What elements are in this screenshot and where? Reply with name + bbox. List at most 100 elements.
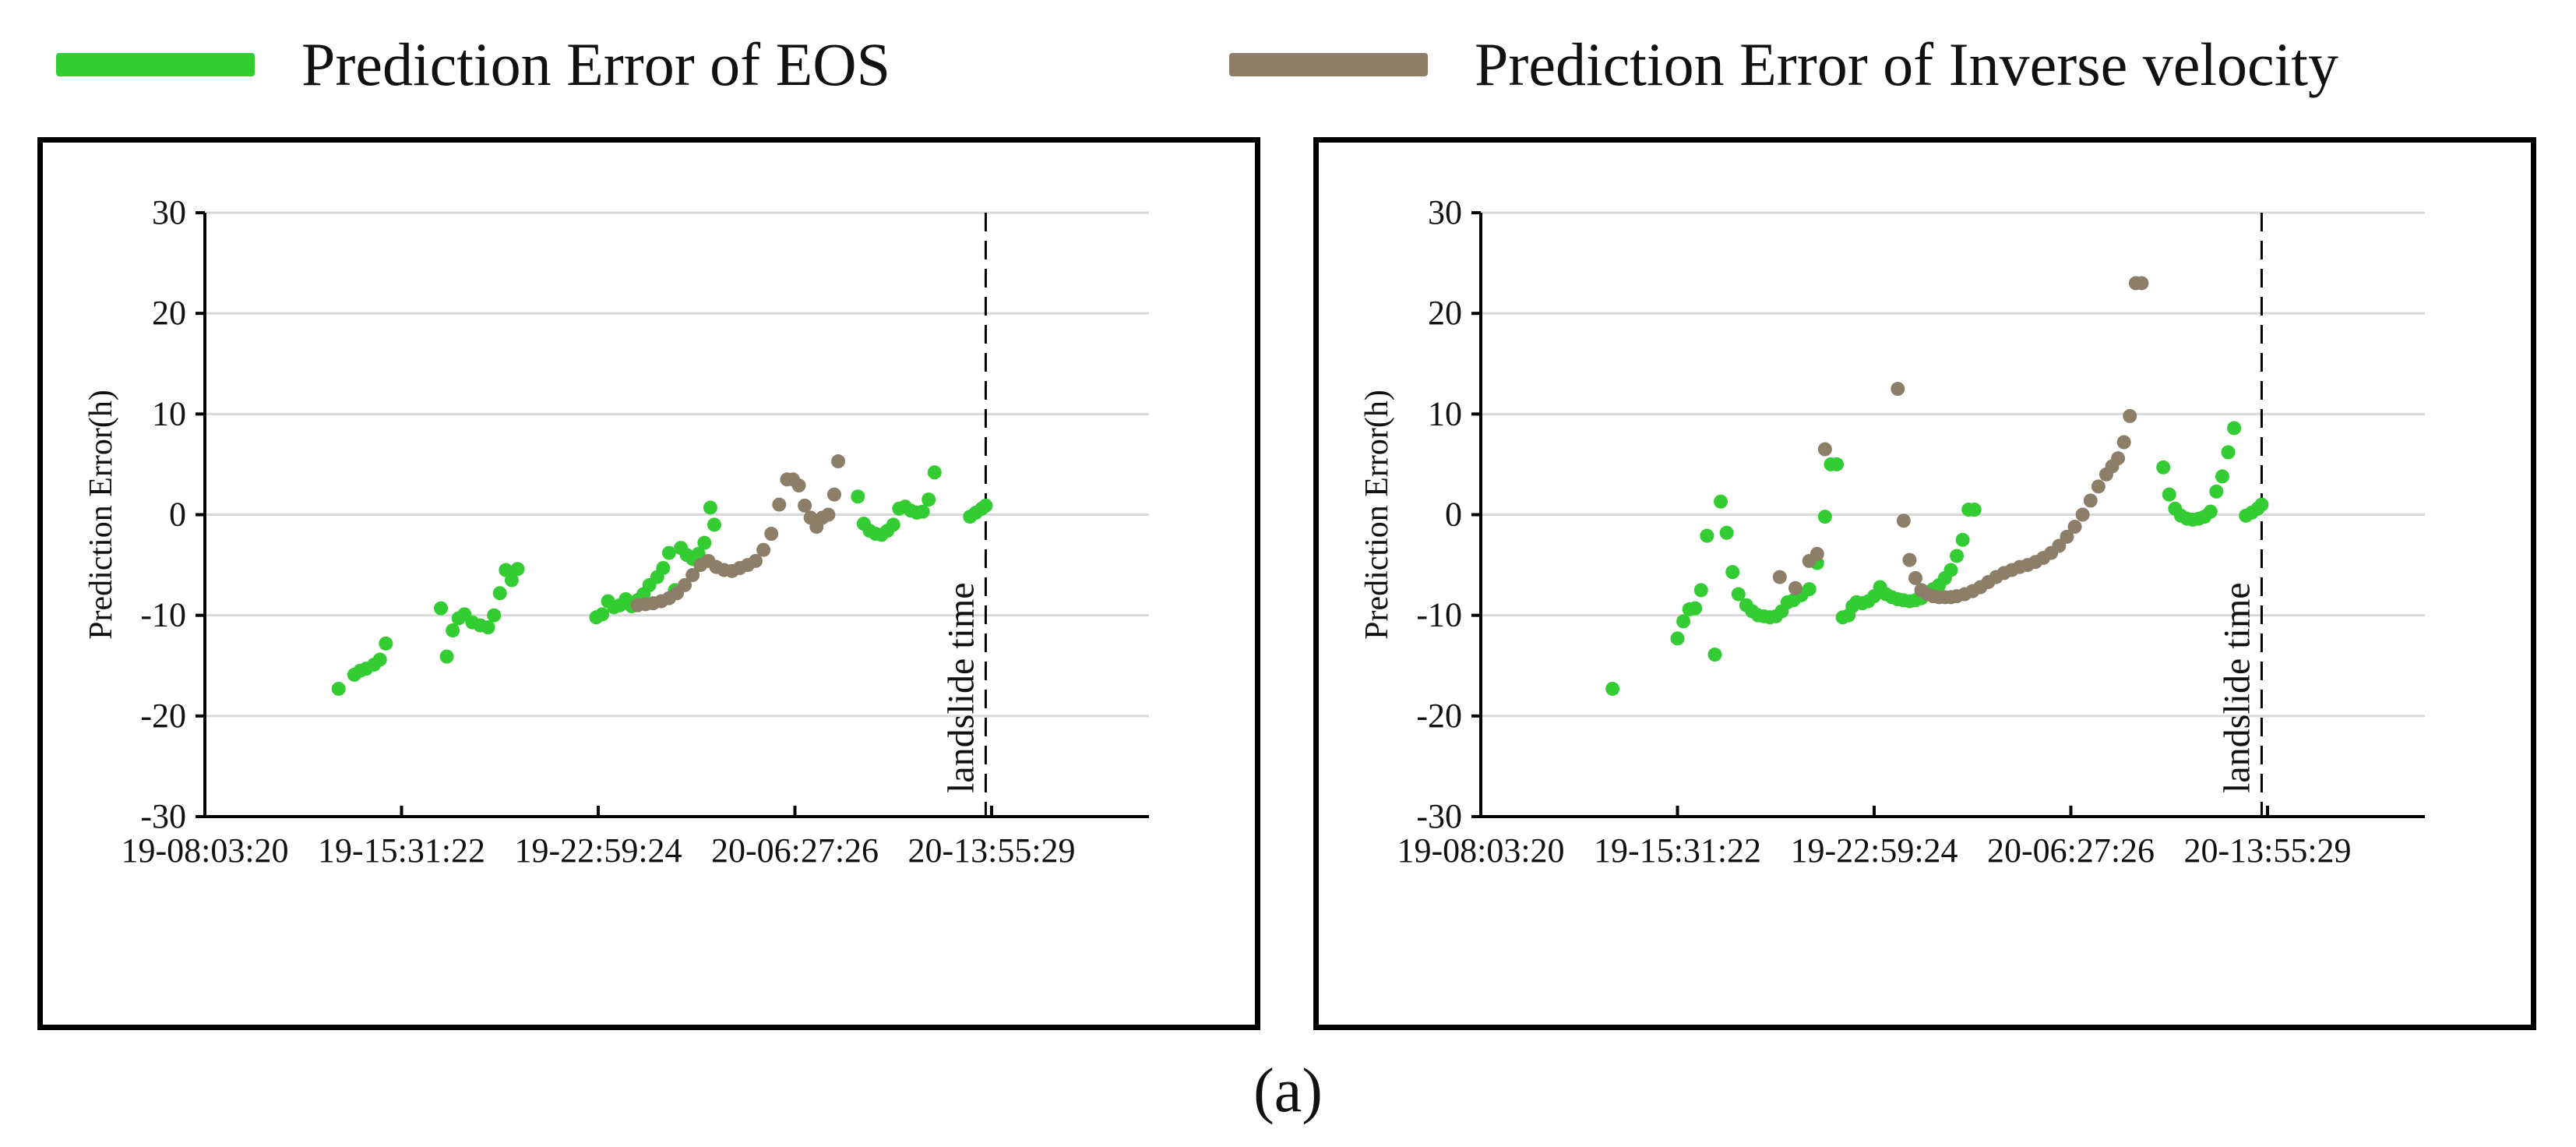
eos-point (1700, 528, 1714, 543)
eos-point (851, 489, 865, 504)
inverse-velocity-point (749, 553, 763, 568)
x-tick-label: 20-13:55:29 (2183, 831, 2351, 870)
eos-point (439, 649, 454, 664)
legend-label-inverse-velocity: Prediction Error of Inverse velocity (1475, 30, 2338, 98)
legend-swatch-eos (56, 53, 255, 76)
inverse-velocity-point (1788, 581, 1802, 595)
eos-point (922, 492, 936, 507)
y-tick-label: 20 (152, 294, 186, 332)
y-tick-label: -20 (1416, 697, 1462, 735)
eos-point (372, 652, 387, 667)
inverse-velocity-point (678, 577, 692, 592)
eos-point (707, 517, 721, 532)
inverse-velocity-point (1902, 552, 1917, 567)
series-inverse-velocity (1772, 276, 2149, 605)
eos-point (510, 562, 525, 577)
y-tick-label: 30 (152, 193, 186, 231)
eos-point (1817, 510, 1832, 524)
inverse-velocity-point (798, 498, 812, 513)
x-tick-label: 19-15:31:22 (318, 831, 485, 870)
eos-point (978, 498, 993, 513)
x-tick-label: 19-15:31:22 (1594, 831, 1761, 870)
eos-point (2227, 421, 2242, 436)
eos-point (595, 607, 610, 622)
inverse-velocity-point (1772, 570, 1787, 584)
chart-right: -30 -20 -10 0 10 20 30 19-08:03:20 19-15:31:22 19… (1359, 193, 2425, 870)
inverse-velocity-point (821, 507, 836, 522)
eos-point (1725, 565, 1740, 580)
inverse-velocity-point (2083, 493, 2098, 508)
inverse-velocity-point (2091, 479, 2106, 494)
eos-point (1802, 582, 1817, 597)
figure-caption: (a) (1253, 1057, 1323, 1125)
y-axis-label: Prediction Error(h) (83, 390, 119, 640)
series-eos (331, 465, 993, 696)
eos-point (656, 560, 671, 575)
y-tick-label: 20 (1428, 294, 1462, 332)
eos-point (1955, 532, 1970, 547)
legend: Prediction Error of EOS Prediction Error… (0, 14, 2576, 115)
y-tick-label: 30 (1428, 193, 1462, 231)
eos-point (446, 623, 460, 638)
landslide-time-label: landslide time (2216, 582, 2257, 793)
eos-point (886, 517, 900, 532)
y-tick-label: -20 (140, 697, 186, 735)
chart-left: -30 -20 -10 0 10 20 30 19-08:03:20 19-15:31:22 19… (83, 193, 1149, 870)
y-tick-label: -30 (140, 797, 186, 835)
y-tick-label: -30 (1416, 797, 1462, 835)
eos-point (1830, 457, 1845, 471)
eos-point (2162, 487, 2176, 502)
eos-point (915, 504, 930, 519)
chart-panel-left: -30 -20 -10 0 10 20 30 19-08:03:20 19-15:31:22 19… (37, 137, 1260, 1030)
eos-point (1707, 648, 1722, 662)
legend-item-inverse-velocity: Prediction Error of Inverse velocity (1229, 14, 2338, 115)
inverse-velocity-point (1908, 570, 1923, 585)
inverse-velocity-point (685, 568, 700, 582)
eos-point (697, 535, 712, 550)
y-tick-label: -10 (140, 596, 186, 634)
eos-point (331, 681, 346, 696)
eos-point (1688, 601, 1703, 616)
x-tick-label: 19-08:03:20 (121, 831, 288, 870)
eos-point (1714, 494, 1728, 509)
inverse-velocity-point (2123, 408, 2137, 423)
inverse-velocity-point (791, 478, 806, 493)
eos-point (481, 620, 495, 635)
eos-point (434, 601, 448, 616)
eos-point (1605, 681, 1620, 696)
inverse-velocity-point (1891, 382, 1905, 397)
eos-point (2221, 445, 2236, 460)
y-axis-label: Prediction Error(h) (1359, 390, 1395, 640)
inverse-velocity-point (2067, 520, 2082, 534)
inverse-velocity-point (2060, 529, 2074, 544)
y-tick-label: 0 (169, 496, 186, 534)
eos-point (1967, 503, 1982, 517)
x-tick-label: 19-22:59:24 (1790, 831, 1958, 870)
landslide-time-label: landslide time (940, 582, 981, 793)
x-tick-label: 19-08:03:20 (1397, 831, 1564, 870)
inverse-velocity-point (2052, 538, 2067, 553)
eos-point (1719, 525, 1734, 540)
eos-point (379, 636, 393, 651)
legend-label-eos: Prediction Error of EOS (301, 30, 891, 98)
inverse-velocity-point (1810, 546, 1824, 561)
inverse-velocity-point (764, 527, 779, 542)
inverse-velocity-point (2134, 276, 2149, 291)
eos-point (1670, 631, 1685, 646)
inverse-velocity-point (831, 454, 846, 469)
eos-point (1950, 549, 1965, 563)
eos-point (1693, 583, 1708, 598)
inverse-velocity-point (2116, 435, 2131, 450)
eos-point (2215, 469, 2229, 484)
eos-point (2156, 460, 2171, 475)
x-tick-label: 19-22:59:24 (514, 831, 682, 870)
eos-point (2203, 504, 2218, 519)
eos-point (703, 500, 717, 515)
eos-point (2254, 497, 2269, 512)
eos-point (1943, 563, 1958, 577)
inverse-velocity-point (1896, 514, 1911, 528)
series-inverse-velocity (630, 454, 846, 612)
inverse-velocity-point (1817, 442, 1832, 457)
x-tick-label: 20-06:27:26 (711, 831, 879, 870)
eos-point (504, 573, 519, 588)
